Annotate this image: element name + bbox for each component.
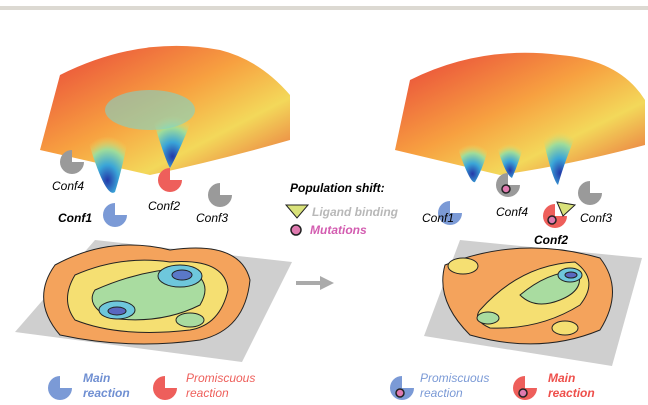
conf-label: Conf1 bbox=[422, 211, 454, 225]
legend-label: Main reaction bbox=[83, 371, 130, 400]
arrow-head bbox=[320, 276, 334, 290]
legend-label: Mutations bbox=[310, 223, 367, 237]
ligand-icon bbox=[284, 204, 310, 219]
legend-pie bbox=[48, 376, 72, 400]
mutation-icon bbox=[290, 224, 302, 236]
conf-label: Conf4 bbox=[52, 179, 84, 193]
right-contour-map bbox=[424, 240, 642, 366]
right-pies bbox=[438, 173, 602, 228]
conf-label: Conf3 bbox=[580, 211, 612, 225]
mutation-icon bbox=[395, 388, 405, 398]
right-energy-surface bbox=[395, 52, 645, 185]
legend-label: Main reaction bbox=[548, 371, 595, 400]
conf-label: Conf2 bbox=[534, 233, 568, 247]
conf-label: Conf2 bbox=[148, 199, 180, 213]
center-title: Population shift: bbox=[290, 181, 385, 195]
top-rule bbox=[0, 6, 648, 10]
conf-label: Conf3 bbox=[196, 211, 228, 225]
legend-label: Promiscuous reaction bbox=[186, 371, 255, 400]
conf-label: Conf1 bbox=[58, 211, 92, 225]
left-contour-map bbox=[15, 240, 292, 362]
mutation-icon bbox=[518, 388, 528, 398]
legend-label: Promiscuous reaction bbox=[420, 371, 489, 400]
conf-label: Conf4 bbox=[496, 205, 528, 219]
legend-label: Ligand binding bbox=[312, 205, 399, 219]
legend-pie bbox=[153, 376, 177, 400]
left-energy-surface bbox=[40, 45, 290, 193]
left-pies bbox=[60, 150, 232, 227]
